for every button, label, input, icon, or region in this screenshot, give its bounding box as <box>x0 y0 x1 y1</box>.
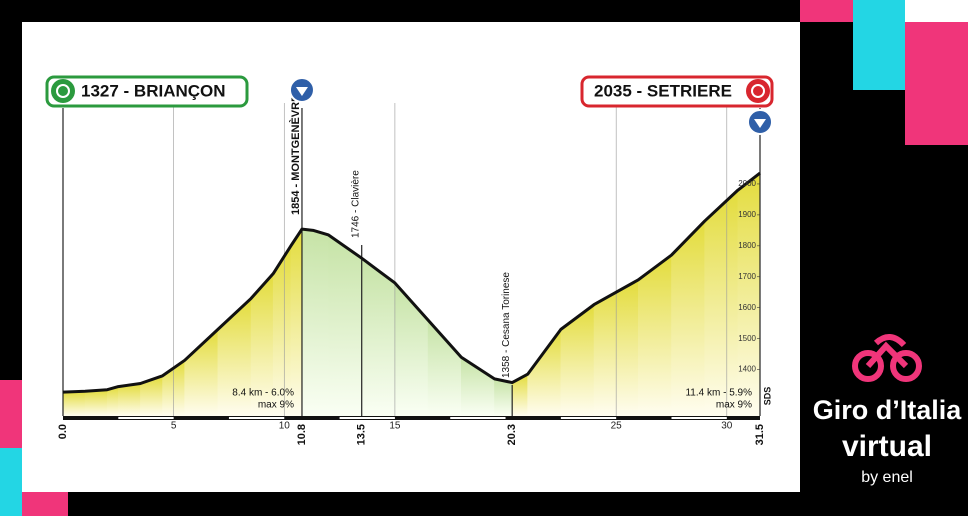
profile-area <box>312 229 329 417</box>
deco <box>905 0 968 22</box>
deco <box>853 0 905 90</box>
y-tick-label: 1900 <box>738 210 756 219</box>
profile-area <box>638 254 672 417</box>
location-tick-label: 10.8 <box>296 424 308 445</box>
kom-marker-arrow <box>754 119 766 128</box>
y-tick-label: 2000 <box>738 179 756 188</box>
profile-area <box>704 189 739 417</box>
y-tick-label: 1600 <box>738 303 756 312</box>
climb-label: 11.4 km - 5.9% <box>685 388 752 399</box>
profile-area <box>494 378 513 417</box>
climb-label: max 9% <box>716 400 752 411</box>
location-label: 1746 - Clavière <box>350 170 361 238</box>
profile-area <box>361 257 396 417</box>
x-tick-label: 10 <box>279 421 291 432</box>
profile-area <box>118 383 141 417</box>
profile-area <box>301 228 314 417</box>
y-tick-label: 1400 <box>738 365 756 374</box>
location-icon <box>51 79 75 103</box>
ground-bar-segment <box>228 417 285 419</box>
logo-icon <box>852 334 922 382</box>
deco <box>800 0 853 22</box>
location-label: 1327 - BRIANÇON <box>81 81 226 100</box>
x-tick-label: 5 <box>171 421 177 432</box>
profile-area <box>62 390 86 417</box>
location-label: 1358 - Cesana Torinese <box>501 272 512 378</box>
profile-area <box>84 389 108 417</box>
location-tick-label: 0.0 <box>57 424 69 439</box>
x-tick-label: 25 <box>611 421 623 432</box>
profile-area <box>328 234 363 417</box>
climb-label: max 9% <box>258 400 294 411</box>
profile: 5 10 15 25 30 0.0 10.8 13.5 20.3 31.5 1400 1500 1600… <box>45 75 774 445</box>
ground-bar-segment <box>671 417 727 419</box>
y-tick-label: 1800 <box>738 241 756 250</box>
location-tick-label: 31.5 <box>754 424 766 445</box>
brand-edition: virtual <box>842 430 932 463</box>
location-tick-label: 20.3 <box>506 424 518 445</box>
kom-marker-arrow <box>295 87 308 96</box>
ground-bar-segment <box>339 417 395 419</box>
x-tick-label: 30 <box>721 421 733 432</box>
location-icon <box>746 79 770 103</box>
deco <box>22 492 68 516</box>
brand-sponsor: by enel <box>861 469 913 486</box>
x-tick-label: 15 <box>389 421 401 432</box>
y-tick-label: 1700 <box>738 272 756 281</box>
profile-line <box>62 171 761 394</box>
location-box <box>580 75 774 108</box>
ground-bar-segment <box>450 417 506 419</box>
ground-bar-segment <box>560 417 617 419</box>
location-label: 1854 - MONTGENÈVRE <box>289 95 302 215</box>
location-tick-label: 13.5 <box>356 424 368 445</box>
ground-bar-segment <box>118 417 174 419</box>
climb-label: 8.4 km - 6.0% <box>232 388 294 399</box>
y-tick-label: 1500 <box>738 334 756 343</box>
deco <box>0 448 22 516</box>
ground-bar <box>63 416 760 420</box>
deco <box>905 22 968 145</box>
brand-name: Giro d’Italia <box>813 395 963 425</box>
location-icon-dot <box>751 84 765 98</box>
deco <box>0 380 22 448</box>
location-icon-dot <box>56 84 70 98</box>
finish-code: SDS <box>762 387 772 406</box>
profile-area <box>106 386 119 417</box>
location-label: 2035 - SETRIERE <box>594 81 732 100</box>
location-box <box>45 75 249 108</box>
